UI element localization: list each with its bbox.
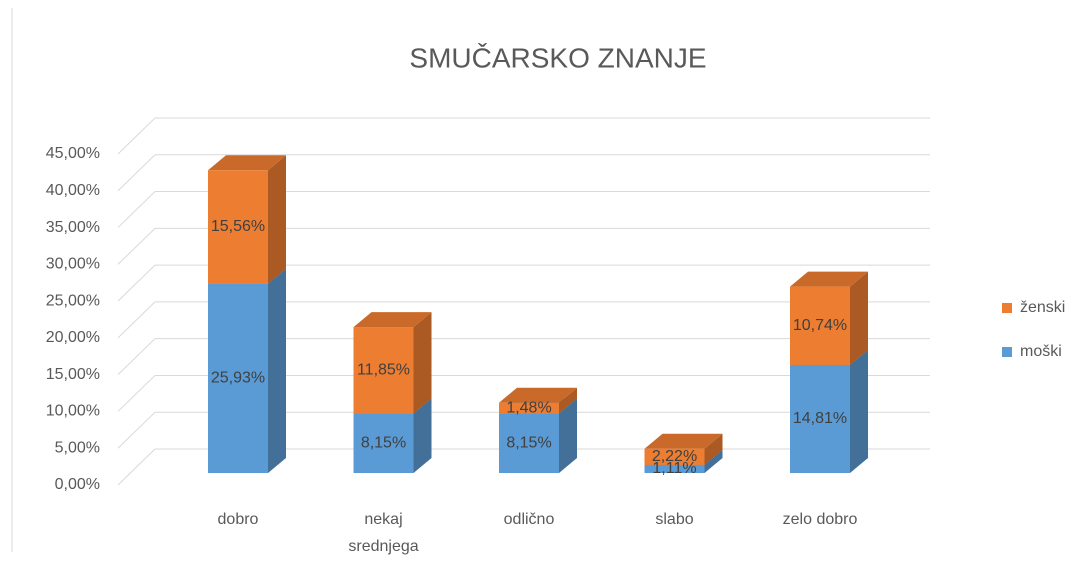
data-label: 15,56% — [211, 218, 265, 235]
bar-top — [499, 387, 577, 403]
y-tick-label: 20,00% — [46, 329, 100, 346]
y-tick-label: 40,00% — [46, 182, 100, 199]
bar-side — [850, 349, 868, 473]
data-label: 25,93% — [211, 370, 265, 387]
legend-swatch — [1002, 347, 1012, 357]
data-label: 8,15% — [506, 434, 551, 451]
y-tick-label: 10,00% — [46, 403, 100, 420]
grid-line — [117, 227, 930, 265]
data-label: 10,74% — [793, 317, 847, 334]
y-tick-label: 5,00% — [55, 439, 100, 456]
chart-title: SMUČARSKO ZNANJE — [409, 42, 706, 73]
x-tick-label: dobro — [218, 511, 259, 528]
bar — [208, 170, 268, 284]
grid-line — [117, 374, 930, 412]
bar — [790, 364, 850, 473]
bar-side — [704, 449, 723, 473]
x-tick-label: odlično — [504, 511, 555, 528]
grid-line — [117, 191, 930, 228]
bar — [790, 286, 850, 365]
x-tick-label: nekaj srednjega — [348, 511, 418, 555]
x-tick-label: slabo — [655, 511, 693, 528]
grid-line — [117, 264, 930, 302]
y-tick-label: 15,00% — [46, 366, 100, 383]
grid-line — [117, 338, 930, 376]
y-tick-label: 30,00% — [46, 256, 100, 273]
data-label: 1,48% — [506, 399, 551, 416]
bar — [644, 464, 705, 473]
grid-line — [117, 411, 930, 449]
bar — [208, 283, 268, 473]
bar-top — [353, 312, 432, 328]
bar-side — [268, 268, 286, 473]
bar — [353, 327, 414, 414]
x-tick-label: zelo dobro — [783, 511, 858, 528]
bar-side — [268, 155, 286, 284]
legend-swatch — [1002, 303, 1012, 313]
bar-side — [559, 387, 577, 414]
bar — [499, 402, 559, 414]
data-label: 1,11% — [652, 460, 696, 477]
bar-top — [790, 271, 868, 287]
grid-line — [117, 301, 930, 339]
legend-label: ženski — [1020, 299, 1065, 316]
bar-side — [559, 398, 577, 473]
grid-line — [117, 117, 930, 155]
data-label: 8,15% — [361, 434, 406, 451]
y-tick-label: 45,00% — [46, 145, 100, 162]
bar — [644, 448, 705, 465]
y-tick-label: 25,00% — [46, 292, 100, 309]
y-tick-label: 0,00% — [55, 476, 100, 493]
bar-side — [850, 271, 868, 365]
data-label: 2,22% — [652, 448, 697, 465]
data-label: 11,85% — [357, 362, 410, 379]
bar — [499, 413, 559, 473]
bar-top — [644, 433, 723, 449]
bar-top — [208, 155, 286, 171]
legend-label: moški — [1020, 343, 1062, 360]
grid-line — [117, 154, 930, 192]
bar-side — [413, 312, 432, 414]
bar-side — [704, 433, 723, 465]
bar-side — [413, 398, 432, 473]
data-label: 14,81% — [793, 410, 847, 427]
bar — [353, 413, 414, 473]
y-tick-label: 35,00% — [46, 219, 100, 236]
